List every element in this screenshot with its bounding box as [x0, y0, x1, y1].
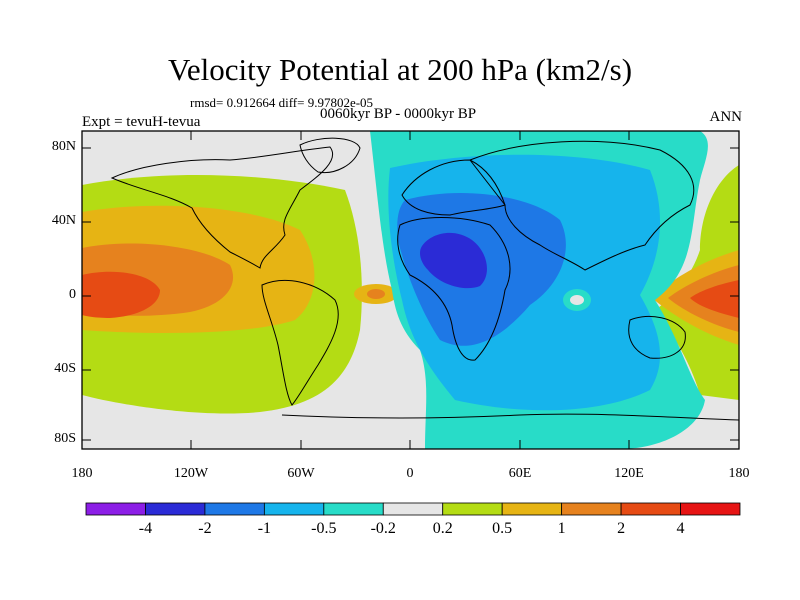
- period-label: 0060kyr BP - 0000kyr BP: [320, 106, 477, 122]
- colorbar-swatch: [145, 502, 206, 516]
- coast-south-america: [261, 279, 339, 406]
- colorbar-label: 0.2: [432, 520, 453, 537]
- colorbar-label: 0.5: [492, 520, 513, 537]
- coast-greenland: [299, 137, 361, 174]
- y-tick-label: 80N: [51, 139, 76, 154]
- x-tick-label: 60W: [287, 466, 315, 481]
- coastlines: [110, 137, 739, 421]
- colorbar-swatch: [442, 502, 503, 516]
- colorbar-swatch: [85, 502, 146, 516]
- axis-ticks: [82, 131, 739, 449]
- x-tick-label: 0: [406, 466, 414, 481]
- colorbar-swatch: [323, 502, 384, 516]
- coast-africa: [397, 217, 511, 361]
- y-tick-label: 80S: [54, 431, 76, 446]
- y-tick-label: 40S: [54, 361, 76, 376]
- colorbar-swatch: [501, 502, 563, 516]
- east-positive-2: [690, 280, 739, 318]
- experiment-label: Expt = tevuH-tevua: [82, 114, 201, 130]
- coast-asia: [469, 140, 695, 271]
- stats-line: rmsd= 0.912664 diff= 9.97802e-05: [190, 95, 374, 110]
- colorbar: [85, 502, 741, 516]
- colorbar-swatch: [561, 502, 622, 516]
- map-frame: [81, 130, 740, 450]
- map-title: Velocity Potential at 200 hPa (km2/s): [167, 52, 633, 87]
- x-tick-label: 60E: [508, 466, 532, 481]
- colorbar-swatch: [382, 502, 444, 516]
- colorbar-swatch: [620, 502, 681, 516]
- positive-lobe-2: [82, 271, 160, 318]
- y-tick-label: 0: [69, 287, 76, 302]
- x-tick-label: 180: [728, 466, 750, 481]
- colorbar-label: -2: [198, 520, 212, 537]
- atlantic-positive-core: [367, 289, 385, 299]
- colorbar-label: 1: [557, 520, 566, 537]
- indian-ocean-core: [570, 295, 584, 305]
- colorbar-swatch: [263, 502, 325, 516]
- colorbar-label: 2: [617, 520, 626, 537]
- x-tick-label: 120W: [173, 466, 209, 481]
- colorbar-label: -0.2: [370, 520, 396, 537]
- x-tick-label: 180: [71, 466, 93, 481]
- colorbar-label: 4: [676, 520, 685, 537]
- colorbar-label: -1: [257, 520, 272, 537]
- contour-field: [82, 131, 739, 449]
- coast-antarctica: [281, 413, 739, 421]
- colorbar-label: -4: [138, 520, 153, 537]
- colorbar-swatch: [204, 502, 265, 516]
- negative-lobe-2: [420, 232, 487, 289]
- coast-australia: [628, 315, 686, 359]
- x-tick-label: 120E: [614, 466, 644, 481]
- colorbar-label: -0.5: [311, 520, 337, 537]
- y-tick-label: 40N: [51, 213, 76, 228]
- colorbar-swatch: [680, 502, 741, 516]
- season-label: ANN: [709, 109, 743, 125]
- coast-north-america: [110, 146, 334, 269]
